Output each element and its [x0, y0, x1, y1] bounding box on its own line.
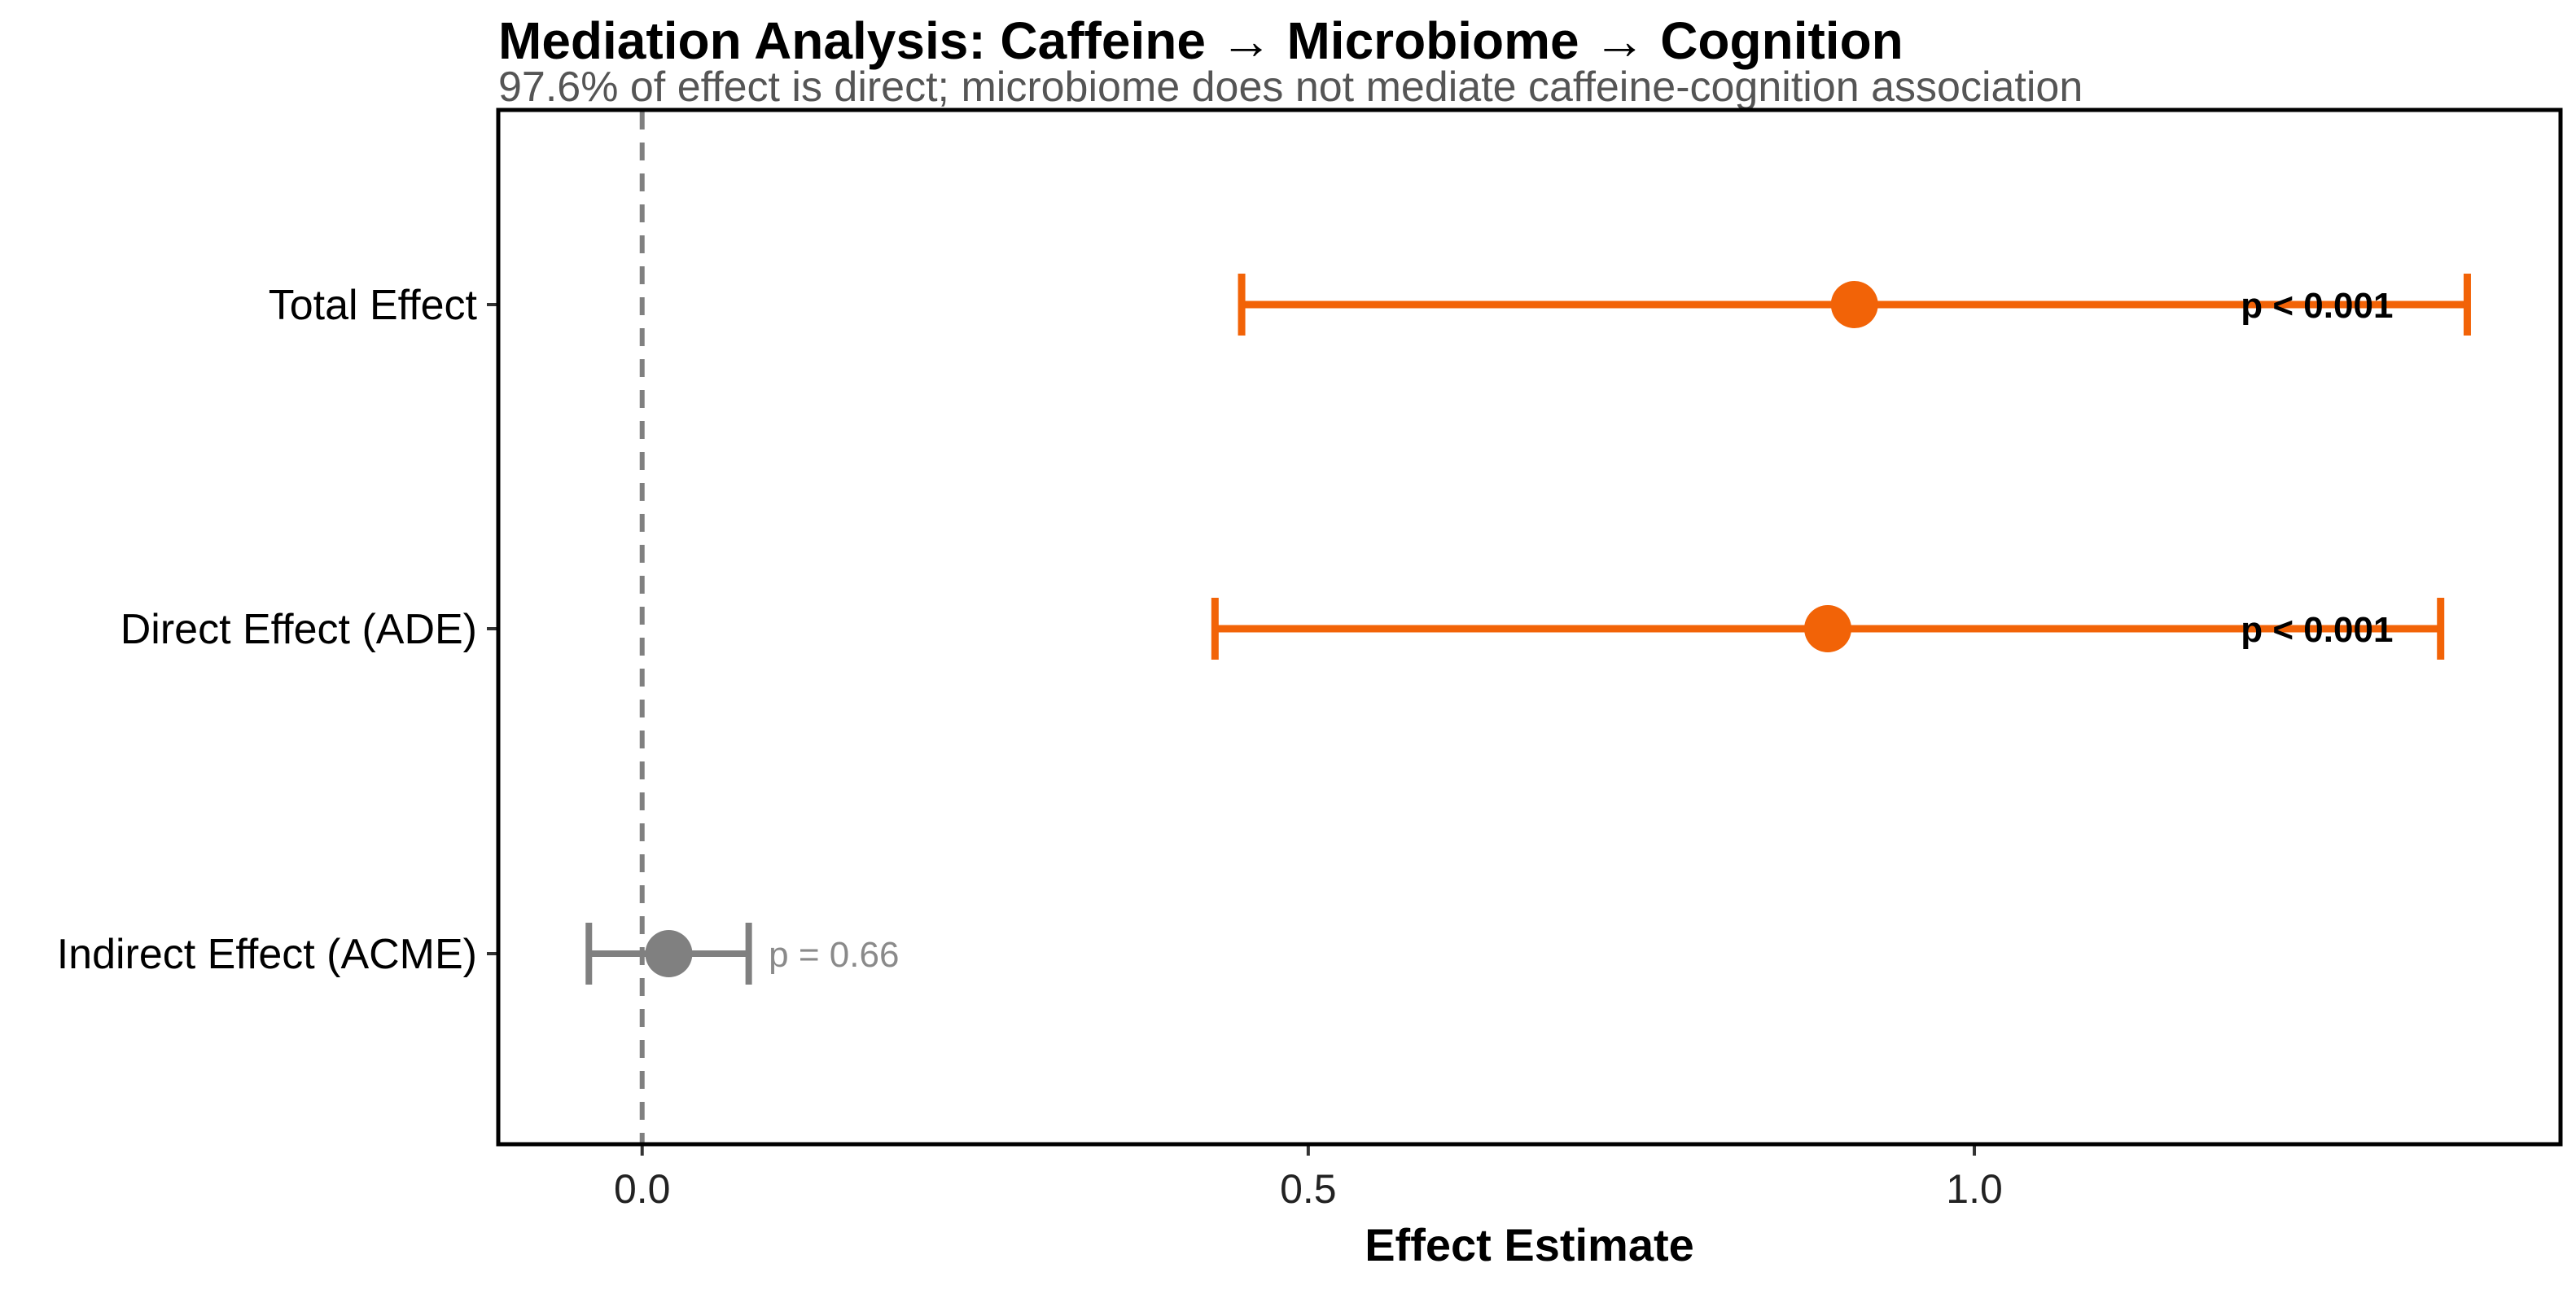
y-tick-label: Total Effect: [269, 282, 478, 329]
plot-area: p < 0.001 Total Effect p < 0.001 Direct Eff…: [57, 108, 2563, 1212]
p-value-label: p = 0.66: [769, 935, 899, 975]
y-tick-label: Indirect Effect (ACME): [57, 931, 477, 978]
point-estimate: [1804, 605, 1852, 652]
p-value-label: p < 0.001: [2241, 286, 2393, 326]
x-tick-label: 0.0: [614, 1166, 671, 1212]
p-value-label: p < 0.001: [2241, 610, 2393, 650]
x-axis-title: Effect Estimate: [1365, 1219, 1694, 1270]
chart-subtitle: 97.6% of effect is direct; microbiome do…: [498, 64, 2083, 111]
x-tick-label: 1.0: [1946, 1166, 2003, 1212]
point-estimate: [1830, 281, 1878, 328]
x-tick-label: 0.5: [1280, 1166, 1337, 1212]
chart-title: Mediation Analysis: Caffeine → Microbiom…: [498, 11, 1904, 70]
plot-border: [496, 108, 2563, 1147]
y-tick-label: Direct Effect (ADE): [120, 606, 477, 653]
point-estimate: [645, 930, 693, 977]
